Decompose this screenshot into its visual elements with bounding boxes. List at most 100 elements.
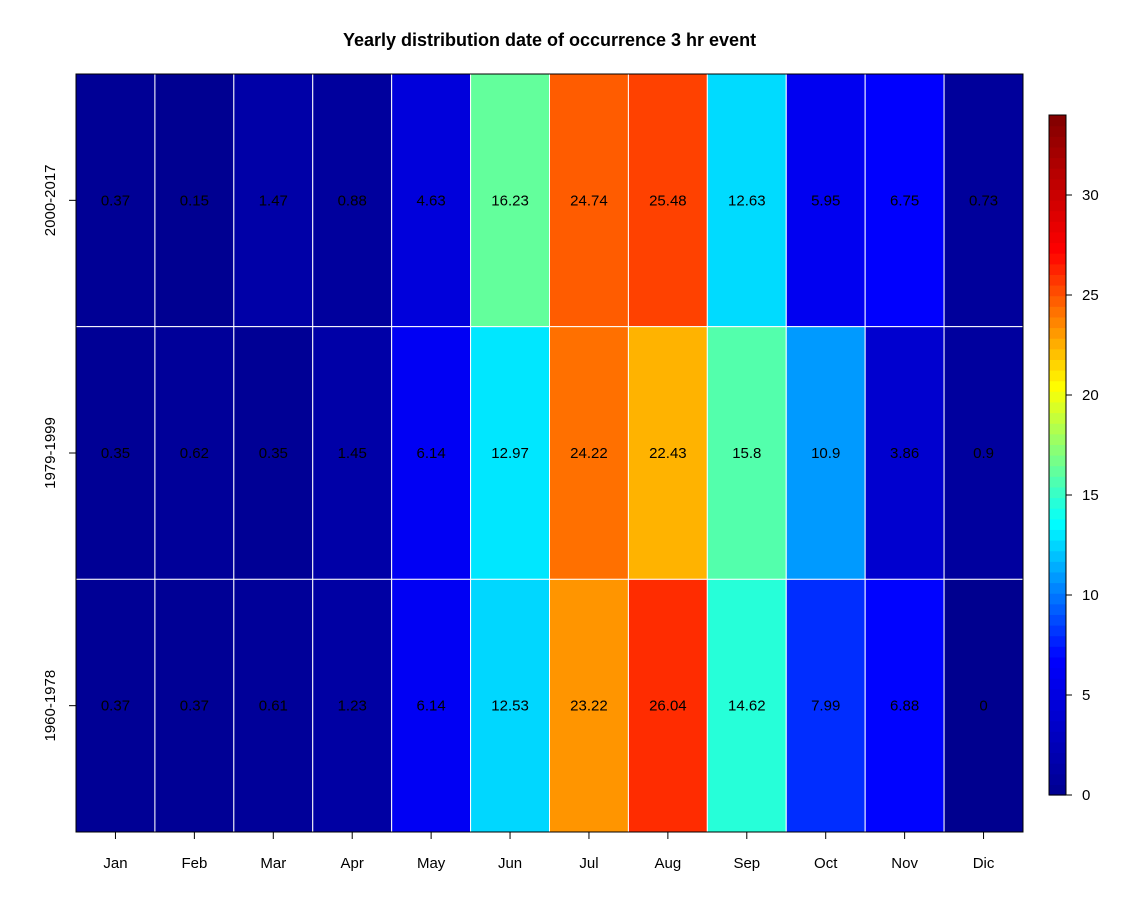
cell-value-label: 10.9 (811, 445, 840, 462)
cell-value-label: 12.97 (491, 445, 529, 462)
cell-value-label: 5.95 (811, 192, 840, 209)
cell-value-label: 0.61 (259, 698, 288, 715)
y-axis: 2000-2017 1979-1999 1960-1978 (42, 164, 76, 742)
cell-value-label: 0.37 (101, 698, 130, 715)
colorbar-swatch (1049, 359, 1066, 371)
x-tick-label: Oct (814, 855, 838, 872)
colorbar-swatch (1049, 423, 1066, 435)
colorbar-swatch (1049, 550, 1066, 562)
colorbar-swatch (1049, 784, 1066, 796)
colorbar-swatch (1049, 200, 1066, 212)
colorbar-swatch (1049, 656, 1066, 669)
cell-value-label: 12.53 (491, 698, 529, 715)
colorbar-swatch (1049, 752, 1066, 764)
heatmap-cell (154, 326, 235, 580)
heatmap-cell (943, 73, 1024, 328)
colorbar-swatch (1049, 136, 1066, 148)
x-tick-label: Feb (181, 855, 207, 872)
heatmap-cell (75, 326, 156, 580)
colorbar-tick-label: 0 (1082, 787, 1090, 804)
cell-value-label: 1.23 (338, 698, 367, 715)
colorbar-swatch (1049, 603, 1066, 615)
colorbar-swatch (1049, 593, 1066, 605)
colorbar-swatch (1049, 285, 1066, 297)
x-tick-label: May (417, 855, 446, 872)
cell-value-label: 0.37 (180, 698, 209, 715)
colorbar-swatch (1049, 189, 1066, 201)
cell-value-label: 14.62 (728, 698, 766, 715)
cell-value-label: 1.45 (338, 445, 367, 462)
colorbar-swatch (1049, 146, 1066, 159)
cell-value-label: 24.74 (570, 192, 608, 209)
cell-value-label: 3.86 (890, 445, 919, 462)
colorbar-swatch (1049, 731, 1066, 743)
heatmap-cell (75, 73, 156, 328)
colorbar-swatch (1049, 231, 1066, 244)
cell-value-label: 16.23 (491, 192, 529, 209)
colorbar-swatch (1049, 529, 1066, 541)
heatmap-cell (785, 326, 866, 580)
colorbar-swatch (1049, 370, 1066, 382)
colorbar-swatch (1049, 540, 1066, 552)
cell-value-label: 0.35 (101, 445, 130, 462)
colorbar-swatch (1049, 125, 1066, 137)
colorbar-swatch (1049, 401, 1066, 414)
colorbar-swatch (1049, 497, 1066, 509)
cell-value-label: 12.63 (728, 192, 766, 209)
colorbar-swatch (1049, 465, 1066, 477)
colorbar-swatch (1049, 518, 1066, 530)
cell-value-label: 24.22 (570, 445, 608, 462)
colorbar-swatch (1049, 476, 1066, 488)
heatmap-cell (312, 578, 393, 833)
cell-value-label: 6.88 (890, 698, 919, 715)
heatmap-cell (391, 326, 472, 580)
colorbar-swatch (1049, 667, 1066, 679)
colorbar-swatch (1049, 444, 1066, 456)
colorbar-swatch (1049, 486, 1066, 499)
cell-value-label: 26.04 (649, 698, 687, 715)
heatmap-cells (75, 73, 1024, 833)
x-tick-label: Dic (973, 855, 995, 872)
colorbar-tick-label: 30 (1082, 187, 1099, 204)
colorbar-tick-label: 5 (1082, 687, 1090, 704)
colorbar-swatch (1049, 348, 1066, 360)
heatmap-cell (391, 578, 472, 833)
colorbar-swatch (1049, 720, 1066, 732)
colorbar-swatch (1049, 412, 1066, 424)
colorbar-frame (1048, 114, 1067, 796)
cell-value-label: 6.75 (890, 192, 919, 209)
y-tick-label: 1960-1978 (42, 670, 59, 742)
colorbar-tick-label: 15 (1082, 487, 1099, 504)
cell-value-label: 1.47 (259, 192, 288, 209)
heatmap-cell (943, 578, 1024, 833)
x-tick-label: Aug (655, 855, 682, 872)
colorbar-swatch (1049, 646, 1066, 658)
colorbar-swatch (1049, 614, 1066, 626)
heatmap-cell (312, 73, 393, 328)
colorbar-swatch (1049, 295, 1066, 307)
heatmap-cell (864, 578, 945, 833)
chart-title: Yearly distribution date of occurrence 3… (343, 30, 756, 50)
heatmap-cell (75, 578, 156, 833)
heatmap-cell (706, 326, 787, 580)
colorbar-swatch (1049, 178, 1066, 190)
cell-value-label: 6.14 (417, 445, 446, 462)
heatmap-cell (154, 73, 235, 328)
heatmap-cell (470, 326, 551, 580)
cell-value-label: 0.62 (180, 445, 209, 462)
colorbar-swatch (1049, 210, 1066, 222)
colorbar-swatch (1049, 699, 1066, 711)
colorbar-swatch (1049, 327, 1066, 339)
cell-value-label: 22.43 (649, 445, 687, 462)
heatmap-cell (312, 326, 393, 580)
colorbar-swatch (1049, 115, 1066, 127)
colorbar-swatch (1049, 380, 1066, 392)
x-tick-label: Jan (103, 855, 127, 872)
cell-value-label: 0.73 (969, 192, 998, 209)
heatmap-cell (785, 73, 866, 328)
x-tick-label: Sep (733, 855, 760, 872)
colorbar-swatch (1049, 391, 1066, 403)
colorbar-swatch (1049, 221, 1066, 233)
heatmap-cell (391, 73, 472, 328)
